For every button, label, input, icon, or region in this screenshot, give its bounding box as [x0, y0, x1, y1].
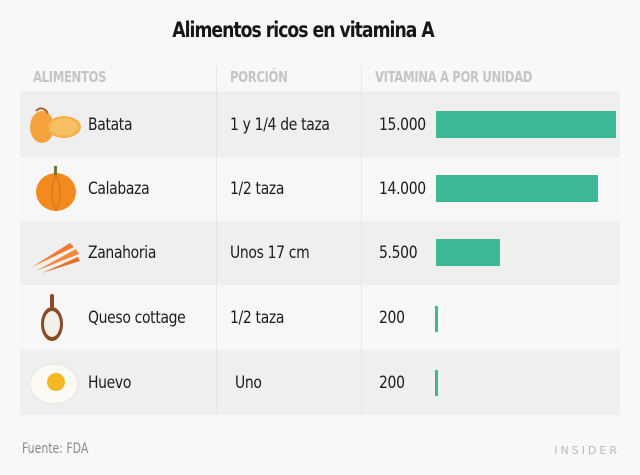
cottage-cheese-icon	[41, 294, 63, 341]
header-divider	[20, 92, 620, 93]
table-row: Batata 1 y 1/4 de taza 15.000	[20, 93, 620, 157]
value-label: 5.500	[379, 243, 418, 263]
chart-title: Alimentos ricos en vitamina A	[172, 18, 434, 42]
table-row: Calabaza 1/2 taza 14.000	[20, 157, 620, 221]
source-note: Fuente: FDA	[22, 441, 89, 457]
column-divider	[361, 66, 362, 415]
sweet-potato-icon	[30, 107, 81, 143]
portion: Uno	[235, 372, 262, 393]
value-label: 200	[379, 308, 405, 328]
food-name: Batata	[88, 115, 133, 135]
food-name: Queso cottage	[88, 308, 186, 328]
value-label: 15.000	[379, 115, 426, 135]
pumpkin-icon	[36, 166, 76, 212]
value-label: 200	[379, 372, 405, 393]
header-vitamin: VITAMINA A POR UNIDAD	[375, 68, 533, 86]
column-divider	[216, 66, 217, 415]
header-food: ALIMENTOS	[33, 68, 107, 86]
table-row: Huevo Uno 200	[20, 350, 620, 415]
value-label: 14.000	[379, 179, 426, 199]
value-bar	[435, 306, 438, 332]
value-bar	[435, 370, 438, 396]
food-name: Huevo	[88, 372, 132, 393]
food-name: Calabaza	[88, 179, 150, 199]
brand-logo: INSIDER	[554, 444, 620, 457]
portion: 1/2 taza	[230, 308, 285, 328]
portion: Unos 17 cm	[230, 243, 310, 263]
egg-icon	[29, 363, 79, 404]
value-bar	[436, 239, 500, 266]
header-portion: PORCIÓN	[230, 68, 288, 86]
value-bar	[436, 111, 616, 138]
value-bar	[436, 175, 598, 202]
portion: 1/2 taza	[230, 179, 285, 199]
portion: 1 y 1/4 de taza	[230, 115, 330, 135]
food-name: Zanahoria	[88, 243, 157, 263]
carrot-icon	[32, 243, 80, 273]
table-row: Queso cottage 1/2 taza 200	[20, 286, 620, 350]
table-row: Zanahoria Unos 17 cm 5.500	[20, 221, 620, 285]
